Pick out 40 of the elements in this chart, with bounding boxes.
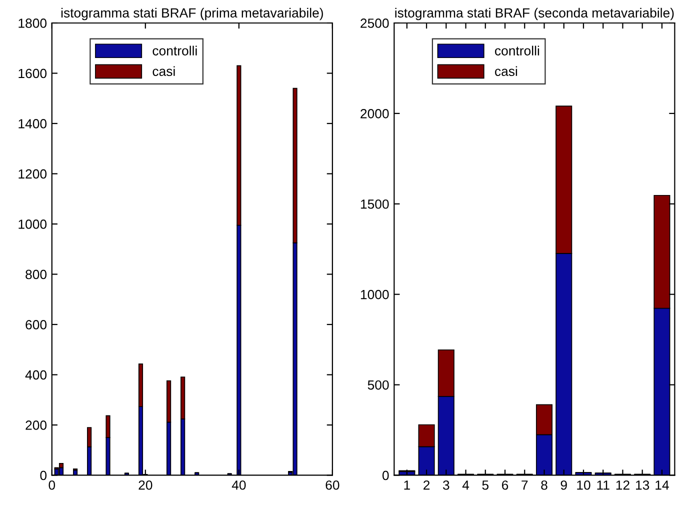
- y-tick-label: 600: [26, 320, 47, 330]
- x-tick-label: 5: [482, 480, 488, 490]
- legend-label: controlli: [495, 46, 540, 56]
- x-tick-label: 20: [138, 480, 152, 490]
- x-tick-label: 11: [597, 480, 610, 490]
- x-tick-label: 40: [232, 480, 246, 490]
- x-tick-label: 13: [636, 480, 650, 490]
- legend-label: casi: [152, 66, 175, 76]
- y-tick-label: 2000: [360, 109, 389, 118]
- x-tick-label: 7: [522, 480, 528, 490]
- legend-label: controlli: [152, 46, 197, 56]
- y-tick-label: 1500: [360, 199, 389, 209]
- x-tick-label: 1: [404, 480, 410, 490]
- y-tick-label: 0: [382, 470, 389, 480]
- chart-title: istogramma stati BRAF (seconda metavariabile): [395, 8, 674, 20]
- y-tick-label: 500: [368, 380, 389, 390]
- x-tick-label: 8: [541, 480, 548, 490]
- y-tick-label: 800: [26, 270, 47, 280]
- x-tick-label: 10: [577, 480, 590, 490]
- y-tick-label: 2500: [360, 18, 389, 28]
- y-tick-label: 1000: [360, 290, 389, 300]
- legend-label: casi: [495, 66, 518, 76]
- chart-title: istogramma stati BRAF (prima metavariabile): [61, 8, 323, 20]
- y-tick-label: 1600: [18, 68, 47, 78]
- y-tick-label: 400: [25, 370, 47, 380]
- x-tick-label: 14: [656, 480, 669, 490]
- x-tick-label: 2: [424, 480, 430, 490]
- x-tick-label: 3: [442, 480, 450, 490]
- x-tick-label: 12: [616, 480, 630, 490]
- y-tick-label: 200: [26, 420, 47, 430]
- y-tick-label: 1000: [18, 220, 47, 229]
- x-tick-label: 60: [326, 480, 340, 490]
- y-tick-label: 1800: [18, 18, 47, 28]
- x-tick-label: 0: [48, 480, 56, 490]
- y-tick-label: 1400: [18, 119, 47, 128]
- y-tick-label: 0: [40, 470, 47, 480]
- x-tick-label: 4: [462, 480, 470, 490]
- x-tick-label: 9: [560, 480, 567, 490]
- x-tick-label: 6: [502, 480, 508, 490]
- y-tick-label: 1200: [18, 169, 47, 179]
